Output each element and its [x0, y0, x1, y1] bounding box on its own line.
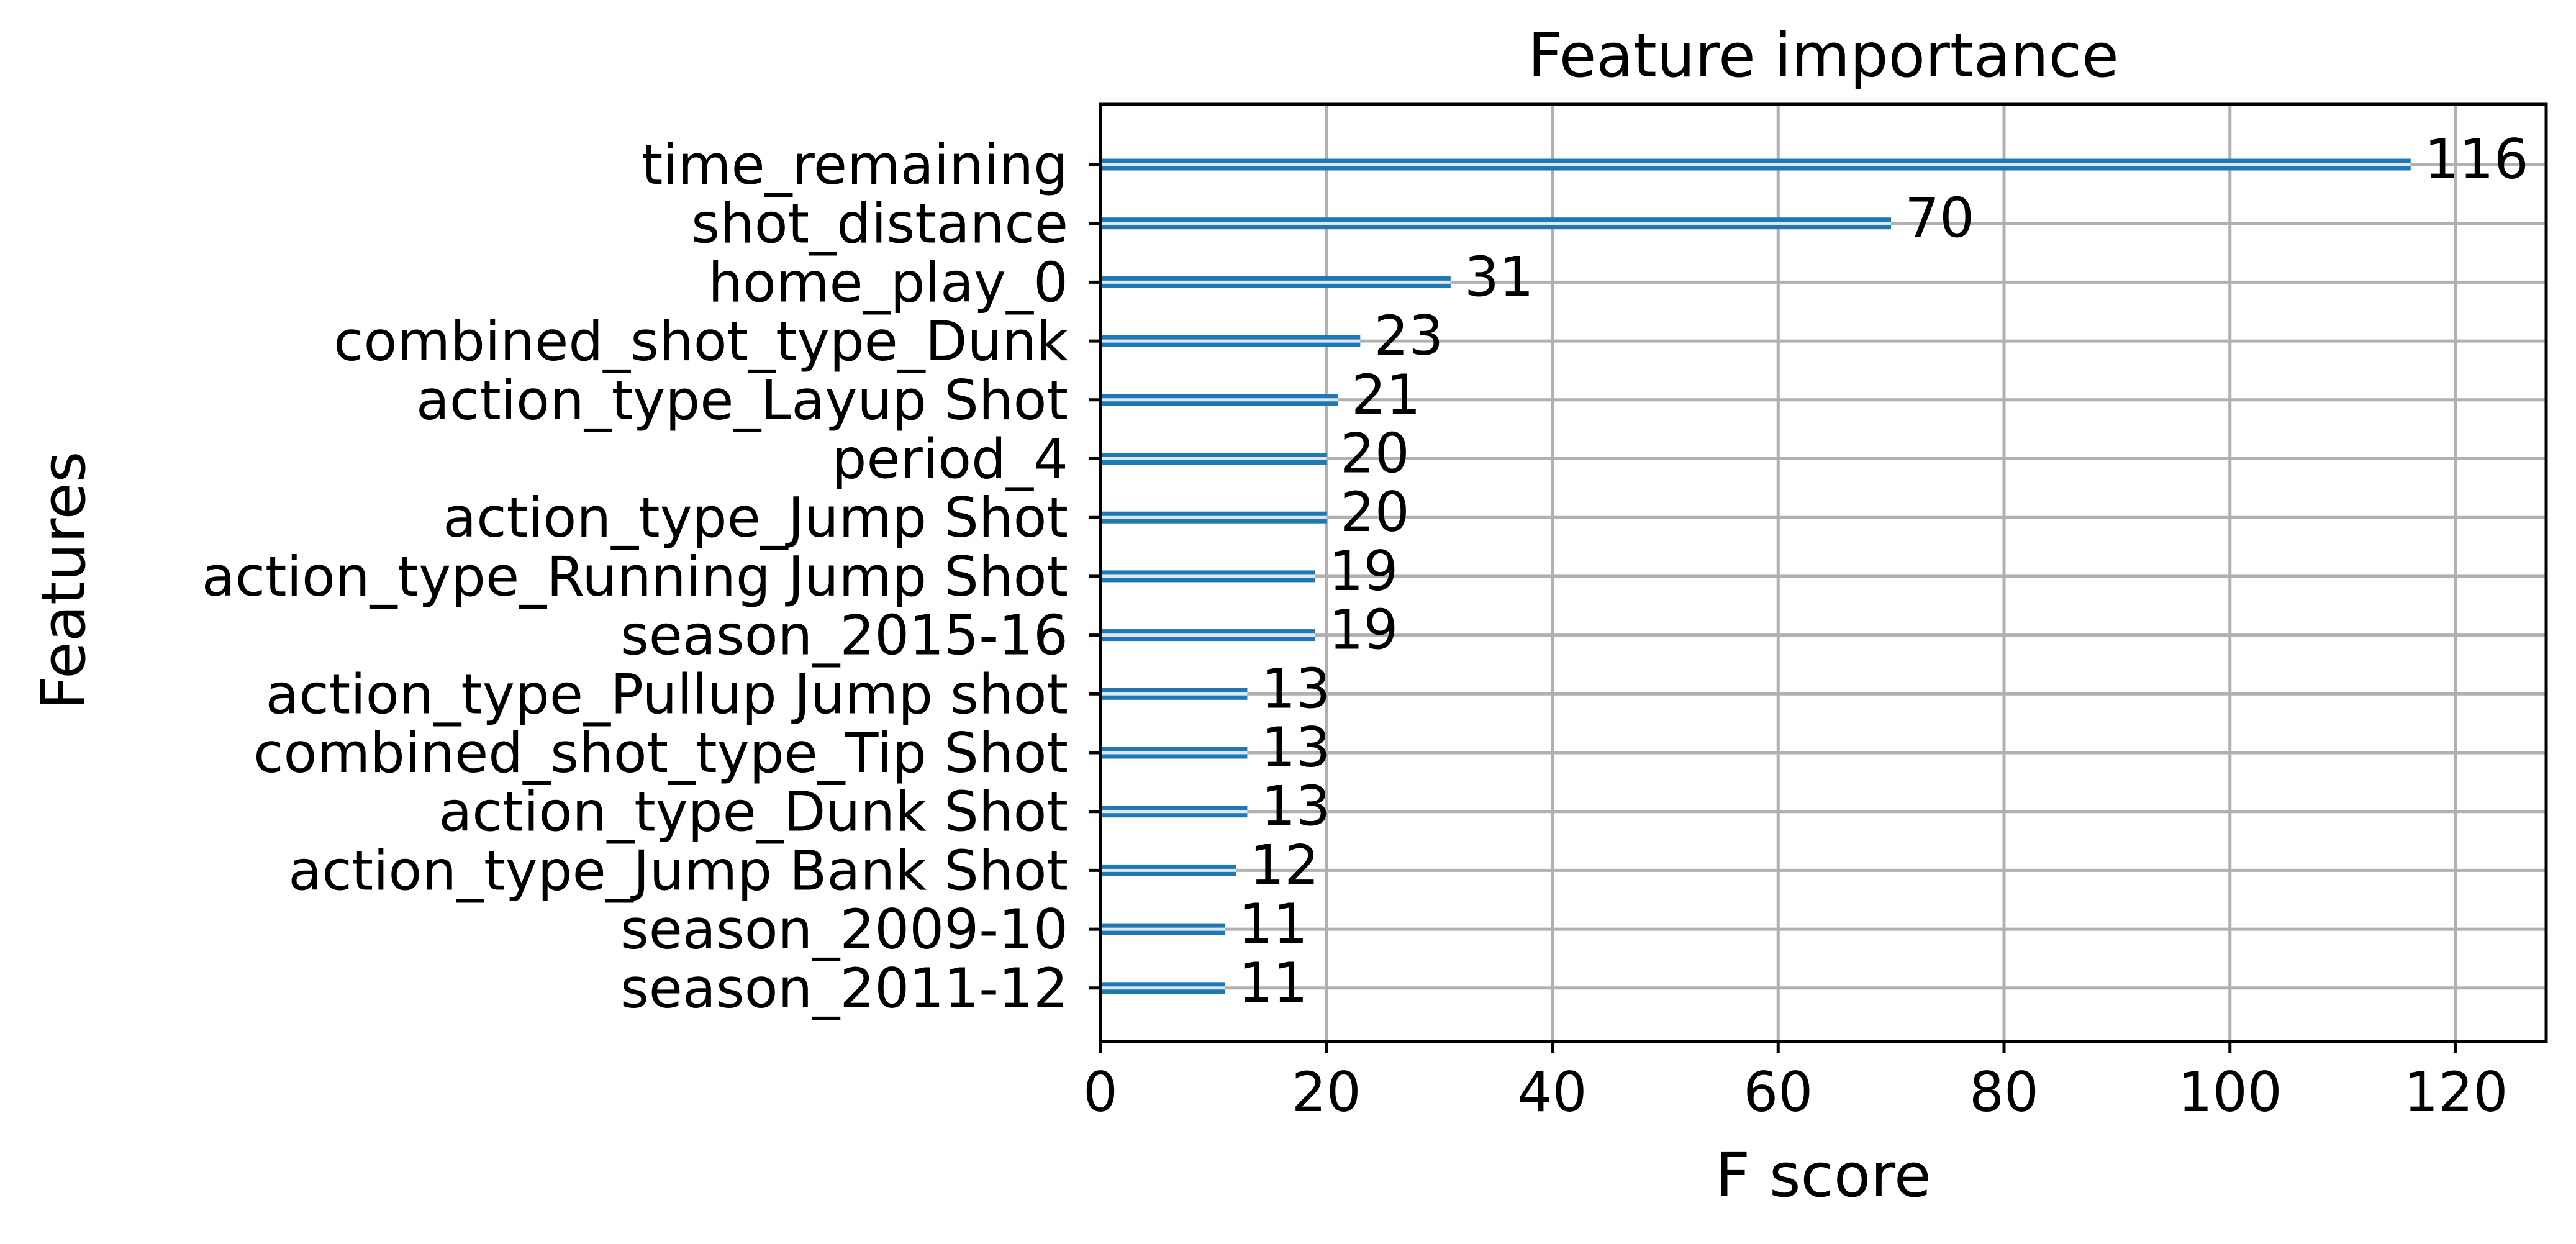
bar-value-label: 23: [1374, 304, 1443, 368]
bar-value-label: 20: [1340, 480, 1410, 544]
x-tick-label: 60: [1743, 1060, 1813, 1124]
y-category-label: period_4: [832, 427, 1068, 491]
bar-value-label: 12: [1249, 833, 1319, 897]
x-tick-label: 120: [2404, 1060, 2508, 1124]
y-category-label: combined_shot_type_Tip Shot: [253, 721, 1068, 785]
bar-value-label: 19: [1329, 539, 1399, 603]
x-tick-label: 100: [2178, 1060, 2282, 1124]
y-axis-category-labels: time_remainingshot_distancehome_play_0co…: [202, 133, 1068, 1020]
y-axis-label: Features: [29, 451, 99, 710]
grid-lines: [1099, 104, 2546, 1042]
bar-value-label: 19: [1329, 598, 1399, 662]
x-tick-label: 20: [1292, 1060, 1361, 1124]
bar-value-label: 13: [1261, 774, 1330, 838]
bar-value-label: 31: [1464, 245, 1534, 309]
bar-value-label: 13: [1261, 715, 1330, 779]
bar-value-label: 11: [1238, 892, 1308, 956]
x-axis-label: F score: [1715, 1140, 1931, 1210]
x-tick-label: 40: [1518, 1060, 1587, 1124]
chart-title: Feature importance: [1528, 20, 2119, 91]
y-category-label: action_type_Running Jump Shot: [202, 545, 1068, 609]
bar-value-label: 13: [1261, 656, 1330, 720]
bar-value-label: 11: [1238, 951, 1308, 1015]
y-category-label: home_play_0: [708, 250, 1068, 314]
bar-value-label: 116: [2424, 127, 2529, 191]
bar-value-label: 70: [1905, 186, 1974, 250]
bar-value-label: 21: [1351, 363, 1421, 427]
y-category-label: season_2009-10: [620, 897, 1068, 961]
x-axis-ticks: 0 20 40 60 80 100 120: [1083, 163, 2508, 1124]
y-category-label: action_type_Dunk Shot: [438, 780, 1068, 844]
y-category-label: season_2015-16: [620, 604, 1068, 668]
x-tick-label: 80: [1969, 1060, 2039, 1124]
axes-frame: [1099, 102, 2548, 1043]
bar-value-label: 20: [1340, 422, 1410, 486]
y-category-label: combined_shot_type_Dunk: [333, 309, 1068, 373]
y-category-label: shot_distance: [691, 192, 1068, 256]
y-category-label: season_2011-12: [620, 956, 1068, 1020]
x-tick-label: 0: [1083, 1060, 1118, 1124]
y-category-label: action_type_Pullup Jump shot: [266, 662, 1069, 726]
y-category-label: action_type_Layup Shot: [416, 368, 1068, 432]
y-category-label: time_remaining: [642, 133, 1068, 197]
y-category-label: action_type_Jump Bank Shot: [288, 838, 1068, 902]
y-category-label: action_type_Jump Shot: [443, 486, 1068, 550]
bars: [1100, 158, 2411, 994]
